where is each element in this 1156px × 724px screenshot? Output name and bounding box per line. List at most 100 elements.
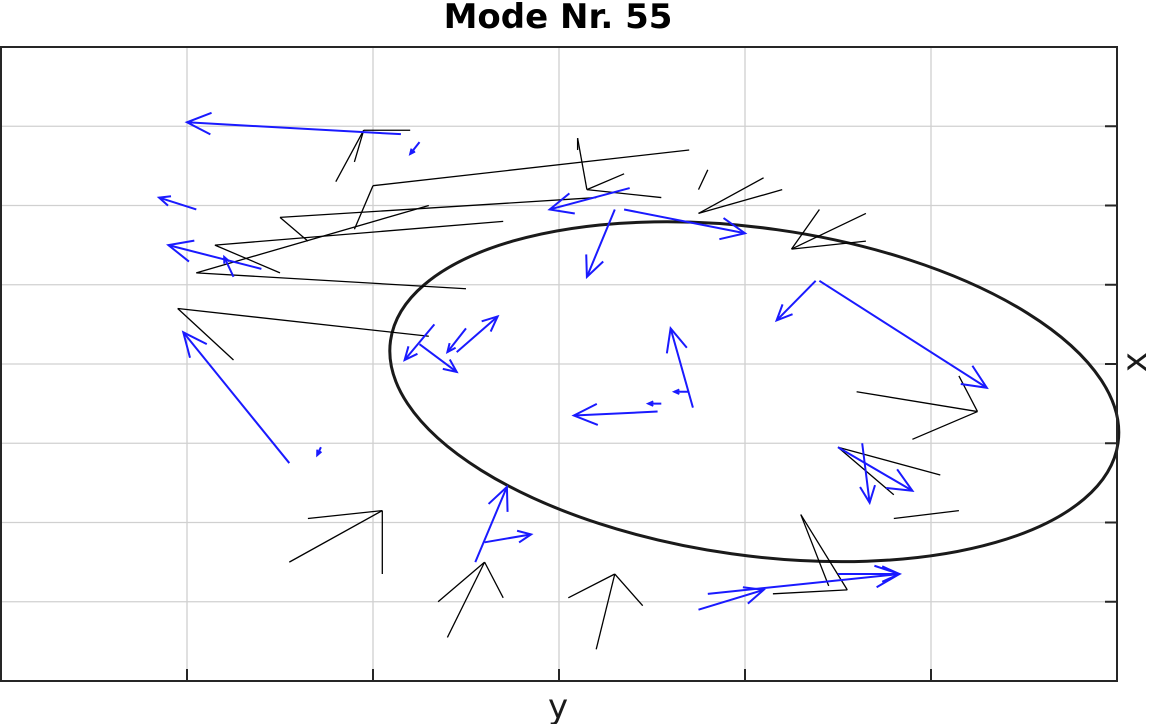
mode-shape-segment bbox=[177, 307, 429, 337]
mode-shape-segment bbox=[196, 272, 467, 290]
mode-shape-segment bbox=[177, 308, 234, 361]
vector-shaft bbox=[698, 588, 764, 611]
vector-shaft bbox=[158, 196, 197, 211]
vector-shaft bbox=[818, 279, 988, 389]
vector-head bbox=[960, 365, 989, 390]
y-axis-label: x bbox=[1115, 352, 1155, 372]
vector-shaft bbox=[861, 443, 871, 503]
vector-head bbox=[665, 325, 688, 354]
mode-shape-segment bbox=[307, 509, 383, 520]
mode-shape-lines bbox=[177, 129, 979, 650]
vector-shaft bbox=[484, 533, 532, 544]
vector-shaft bbox=[623, 208, 746, 235]
mode-shape-segment bbox=[353, 185, 374, 230]
vector-head bbox=[719, 217, 748, 241]
vector-arrow bbox=[547, 187, 630, 215]
mode-shape-segment bbox=[576, 138, 588, 190]
mode-shape-segment bbox=[790, 209, 820, 250]
vector-arrow bbox=[474, 484, 509, 563]
ellipse-path bbox=[388, 220, 1121, 564]
vector-head bbox=[223, 254, 230, 264]
vector-head bbox=[445, 342, 457, 355]
vector-arrow bbox=[181, 330, 291, 464]
vector-shaft bbox=[446, 327, 467, 353]
vector-head bbox=[886, 468, 915, 493]
vector-arrow bbox=[645, 400, 662, 407]
vector-arrow bbox=[418, 343, 459, 374]
vector-shaft bbox=[168, 244, 262, 270]
vector-head bbox=[585, 254, 604, 280]
vector-head bbox=[408, 148, 416, 156]
chart-title: Mode Nr. 55 bbox=[444, 0, 673, 37]
mode-shape-segment bbox=[288, 510, 383, 563]
vector-arrow bbox=[698, 586, 766, 611]
vector-head bbox=[184, 111, 212, 136]
mode-shape-segment bbox=[446, 561, 486, 638]
mode-shape-segment bbox=[586, 189, 662, 199]
mode-shape-segment bbox=[353, 130, 365, 163]
mode-shape-segment bbox=[772, 589, 848, 595]
vector-shaft bbox=[456, 315, 499, 353]
vector-shaft bbox=[223, 256, 235, 278]
mode-shape-segment bbox=[697, 169, 709, 190]
vector-arrow bbox=[585, 209, 616, 280]
mode-shape-segment bbox=[335, 129, 365, 183]
mode-shape-segment bbox=[586, 173, 625, 191]
vector-head bbox=[859, 484, 876, 506]
vector-shaft bbox=[474, 486, 508, 563]
mode-shape-segment bbox=[912, 410, 978, 440]
mode-shape-segment bbox=[214, 244, 281, 274]
vector-shaft bbox=[182, 331, 291, 464]
x-axis-label: y bbox=[548, 687, 568, 724]
vector-shaft bbox=[186, 121, 401, 136]
vector-shaft bbox=[409, 141, 421, 155]
vector-arrow bbox=[166, 239, 262, 270]
mode-shape-segment bbox=[698, 189, 783, 215]
vector-arrow bbox=[671, 388, 690, 395]
vector-head bbox=[571, 402, 599, 426]
vector-arrow bbox=[316, 446, 323, 458]
vector-arrow bbox=[838, 565, 902, 583]
vector-arrow bbox=[623, 208, 748, 241]
mode-shape-segment bbox=[279, 216, 309, 242]
vector-head bbox=[316, 449, 323, 458]
vector-arrow bbox=[223, 254, 235, 278]
vector-head bbox=[166, 239, 195, 263]
mode-shape-segment bbox=[800, 514, 848, 591]
vector-head bbox=[774, 304, 793, 323]
mode-shape-segment bbox=[214, 220, 504, 246]
vector-shaft bbox=[837, 446, 913, 492]
vector-head bbox=[645, 400, 654, 407]
mode-shape-segment bbox=[958, 375, 979, 412]
displacement-vectors bbox=[156, 111, 989, 611]
mode-shape-segment bbox=[791, 212, 867, 250]
mode-shape-segment bbox=[791, 240, 866, 250]
vector-head bbox=[481, 314, 500, 333]
vector-shaft bbox=[573, 410, 658, 417]
mode-shape-segment bbox=[437, 561, 486, 603]
vector-arrow bbox=[774, 280, 817, 323]
vector-head bbox=[516, 529, 534, 544]
mode-shape-segment bbox=[837, 446, 941, 476]
mode-shape-segment bbox=[279, 196, 597, 219]
vector-arrow bbox=[859, 443, 876, 506]
vector-head bbox=[547, 192, 575, 215]
vector-shaft bbox=[585, 209, 616, 278]
vector-arrow bbox=[408, 141, 421, 156]
mode-shape-segment bbox=[856, 391, 978, 413]
vector-head bbox=[403, 346, 418, 362]
mode-shape-segment bbox=[614, 573, 644, 607]
vector-head bbox=[156, 195, 172, 207]
mode-shape-segment bbox=[698, 177, 764, 214]
vector-arrow bbox=[445, 327, 467, 355]
vector-arrow bbox=[156, 195, 197, 211]
vector-head bbox=[742, 586, 766, 605]
vector-arrow bbox=[403, 323, 436, 362]
mode-shape-segment bbox=[800, 514, 830, 587]
mode-shape-segment bbox=[893, 509, 959, 520]
vector-shaft bbox=[418, 343, 458, 373]
vector-head bbox=[881, 565, 902, 583]
mode-shape-segment bbox=[372, 149, 690, 187]
axes-frame bbox=[0, 46, 1118, 682]
